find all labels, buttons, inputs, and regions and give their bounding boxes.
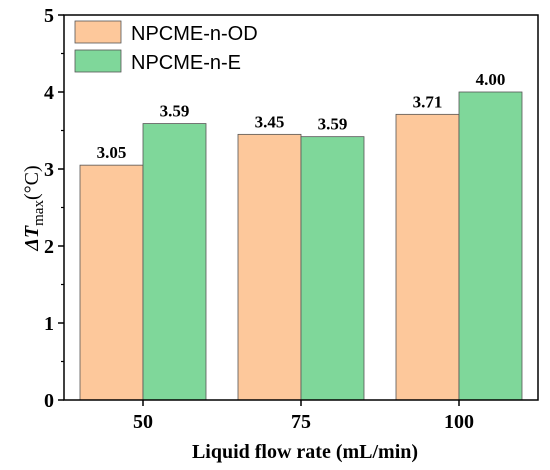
bar-npcme-n-od-75 [237,133,302,401]
data-label-npcme-n-e-100: 4.00 [476,70,506,89]
y-tick-label: 5 [44,5,54,27]
y-tick-label: 3 [44,159,54,181]
y-tick-label: 4 [44,82,54,104]
x-tick-label: 100 [444,411,474,433]
bar-npcme-n-od-50 [79,164,144,401]
x-tick-label: 50 [133,411,153,433]
y-tick-label: 2 [44,236,54,258]
legend-swatch-npcme-n-od [74,20,122,44]
y-tick-label: 1 [44,313,54,335]
y-tick-label: 0 [44,390,54,412]
bars-group [79,91,523,401]
legend-label-npcme-n-od: NPCME-n-OD [131,23,258,45]
x-axis-title: Liquid flow rate (mL/min) [192,441,418,463]
legend-label-npcme-n-e: NPCME-n-E [131,52,241,74]
data-label-npcme-n-e-50: 3.59 [160,102,190,121]
data-label-npcme-n-od-100: 3.71 [413,92,443,111]
y-axis-title-sub: max [31,200,47,226]
legend-swatch-npcme-n-e [74,49,122,73]
bar-npcme-n-od-100 [395,113,460,401]
data-label-npcme-n-od-50: 3.05 [97,143,127,162]
y-axis-title: ΔTmax(°C) [21,165,47,251]
data-labels-group: 3.05 3.59 3.45 3.59 3.71 4.00 [97,70,506,162]
x-tick-label: 75 [291,411,311,433]
y-axis-title-main: ΔT [21,225,43,252]
legend: NPCME-n-OD NPCME-n-E [74,20,258,74]
y-axis-title-unit: (°C) [21,165,43,200]
bar-npcme-n-e-75 [300,136,365,401]
bar-npcme-n-e-50 [142,123,207,401]
data-label-npcme-n-e-75: 3.59 [318,115,348,134]
data-label-npcme-n-od-75: 3.45 [255,112,285,131]
ticks-group: 0 1 2 3 4 5 50 75 100 [44,5,474,433]
bar-npcme-n-e-100 [458,91,523,401]
